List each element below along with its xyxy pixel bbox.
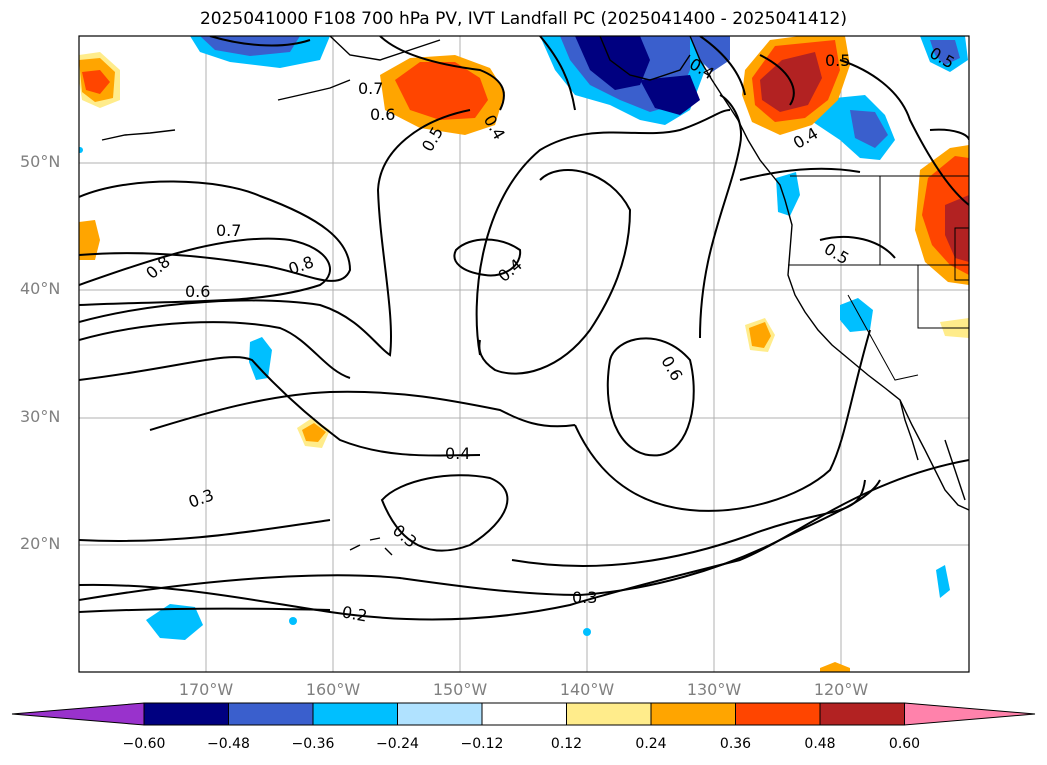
contour-label: 0.8 (142, 252, 174, 283)
warm-small-features (79, 52, 969, 672)
pv-contours (79, 36, 969, 621)
contour-label: 0.3 (186, 485, 216, 512)
colorbar-tick-label: −0.36 (291, 736, 335, 752)
colorbar-tick-label: 0.48 (804, 736, 836, 752)
colorbar-swatch (143, 702, 229, 726)
colorbar-swatch (566, 702, 652, 726)
longitude-label: 130°W (686, 680, 742, 699)
colorbar-tick-label: 0.12 (550, 736, 583, 752)
contour-label: 0.5 (825, 51, 850, 70)
contour-label: 0.8 (286, 252, 316, 279)
contour-label: 0.7 (358, 79, 383, 98)
blue-shading-bc (810, 95, 895, 160)
plot-title: 2025041000 F108 700 hPa PV, IVT Landfall… (199, 9, 847, 29)
contour-label: 0.3 (389, 521, 421, 552)
colorbar (11, 702, 1036, 726)
latitude-label: 40°N (20, 279, 61, 298)
colorbar-tick-label: 0.24 (635, 736, 667, 752)
colorbar-swatch (481, 702, 567, 726)
longitude-label: 170°W (178, 680, 234, 699)
contour-label: 0.3 (572, 588, 597, 607)
political-borders (788, 175, 969, 381)
latitude-label: 50°N (20, 152, 61, 171)
contour-label: 0.6 (370, 105, 395, 124)
longitude-label: 150°W (432, 680, 488, 699)
colorbar-tick-label: −0.48 (207, 736, 250, 752)
warm-shading-gulf (380, 55, 505, 135)
colorbar-tick-label: −0.12 (460, 736, 504, 752)
blue-shading-gulf (540, 36, 730, 125)
latitude-label: 20°N (20, 534, 61, 553)
colorbar-min-extend (11, 702, 145, 726)
contour-label: 0.5 (821, 239, 853, 268)
gridlines (79, 36, 969, 672)
colorbar-swatch (735, 702, 821, 726)
longitude-label: 140°W (559, 680, 615, 699)
map-frame (78, 35, 970, 673)
colorbar-tick-label: 0.36 (719, 736, 752, 752)
colorbar-swatch (650, 702, 736, 726)
colorbar-tick-label: −0.24 (376, 736, 419, 752)
warm-shading-interior (915, 145, 969, 285)
latitude-label: 30°N (20, 407, 61, 426)
colorbar-swatch (228, 702, 314, 726)
colorbar-swatch (819, 702, 905, 726)
longitude-label: 120°W (813, 680, 869, 699)
longitude-label: 160°W (305, 680, 361, 699)
colorbar-swatch (312, 702, 398, 726)
contour-label: 0.4 (445, 444, 470, 463)
colorbar-tick-label: −0.60 (122, 736, 166, 752)
contour-label: 0.6 (657, 353, 686, 385)
blue-small-features (79, 36, 968, 640)
contour-label: 0.4 (494, 255, 526, 286)
colorbar-max-extend (904, 702, 1036, 726)
contour-label: 0.7 (216, 221, 241, 240)
colorbar-swatch (397, 702, 483, 726)
contour-label: 0.6 (185, 282, 210, 301)
contour-label: 0.2 (340, 602, 368, 625)
colorbar-tick-label: 0.60 (888, 736, 921, 752)
